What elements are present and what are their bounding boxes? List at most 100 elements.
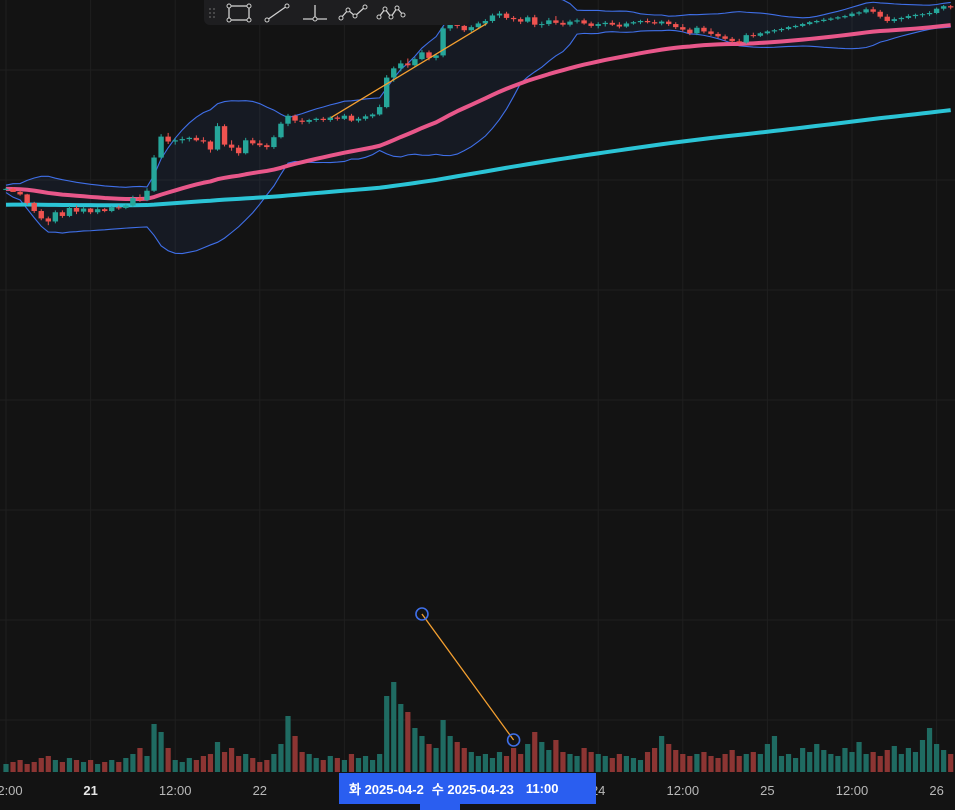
candle-body [426, 52, 432, 58]
candle-body [898, 17, 905, 20]
candle-body [151, 157, 157, 191]
candle-body [842, 16, 848, 18]
candle-body [884, 16, 890, 21]
candle-body [419, 52, 425, 60]
volume-bar [652, 748, 658, 772]
volume-bar [80, 762, 87, 772]
candle-body [299, 120, 305, 122]
volume-bar [236, 756, 242, 772]
volume-bar [334, 758, 340, 772]
candle-body [186, 137, 192, 140]
candle-body [503, 13, 510, 18]
volume-bar [102, 762, 108, 772]
horizontal-ray-tool-icon[interactable] [296, 0, 334, 25]
volume-bar [814, 744, 820, 772]
candle-body [193, 137, 200, 141]
candle-body [609, 22, 615, 25]
candle-body [687, 29, 693, 34]
volume-bar [764, 744, 770, 772]
candle-body [73, 207, 80, 212]
candle-body [525, 17, 531, 22]
volume-bar [750, 752, 756, 772]
pattern-tool-icon[interactable] [372, 0, 410, 25]
candle-body [870, 9, 876, 12]
volume-bar [623, 756, 629, 772]
candle-body [45, 218, 51, 222]
candle-body [828, 18, 834, 20]
candle-body [602, 22, 608, 25]
candle-body [123, 205, 129, 208]
volume-bar [285, 716, 291, 772]
grip-icon[interactable] [204, 0, 220, 25]
time-axis-label: 12:00 [835, 783, 869, 798]
volume-bar [299, 752, 305, 772]
candle-body [271, 137, 277, 148]
candle-body [764, 31, 771, 34]
candle-body [581, 20, 587, 24]
candle-body [320, 118, 326, 121]
candle-body [17, 191, 23, 195]
volume-bar [912, 752, 919, 772]
path-tool-icon[interactable] [334, 0, 372, 25]
candle-body [10, 188, 16, 192]
volume-bar [426, 744, 432, 772]
candle-body [757, 33, 764, 36]
volume-bar [701, 752, 707, 772]
candle-body [214, 126, 221, 150]
candle-body [59, 212, 66, 216]
time-axis-label: 21 [83, 783, 98, 798]
candle-body [814, 20, 820, 23]
candle-body [207, 141, 214, 150]
candle-body [877, 11, 883, 17]
volume-bar [412, 728, 418, 772]
candle-body [278, 123, 284, 138]
bollinger-lower-line [5, 26, 951, 255]
trendline-handle[interactable] [506, 733, 521, 747]
volume-bar [870, 752, 876, 772]
volume-bar [391, 682, 397, 772]
candle-body [468, 27, 474, 31]
candle-body [327, 117, 333, 121]
time-axis-label: 2:00 [0, 783, 23, 798]
volume-bar [948, 754, 954, 772]
volume-bar [941, 750, 947, 772]
candle-body [933, 8, 940, 13]
time-axis-label: 25 [760, 783, 775, 798]
candle-body [24, 194, 30, 204]
volume-bar [257, 762, 263, 772]
candle-body [807, 22, 813, 25]
volume-bar [341, 760, 347, 772]
candle-body [412, 59, 418, 66]
volume-trendline-drawing[interactable] [421, 613, 515, 741]
volume-bar [659, 736, 665, 772]
candle-body [912, 14, 919, 17]
volume-bar [172, 760, 178, 772]
moving-average-short-line [5, 23, 951, 202]
candle-body [144, 190, 150, 200]
volume-bar [38, 758, 44, 772]
volume-bar [433, 748, 439, 772]
candle-body [3, 188, 9, 190]
candle-body [567, 21, 573, 25]
trendline-drawing[interactable] [330, 22, 488, 119]
volume-bar [10, 762, 16, 772]
candle-body [666, 21, 672, 25]
volume-bar [59, 762, 65, 772]
candle-body [658, 21, 665, 24]
candle-body [799, 24, 806, 26]
volume-bar [454, 742, 460, 772]
volume-bar [95, 764, 101, 772]
trendline-tool-icon[interactable] [258, 0, 296, 25]
trendline-handle[interactable] [415, 607, 429, 621]
volume-bar [496, 752, 503, 772]
candle-body [130, 198, 136, 206]
candle-body [792, 25, 799, 28]
volume-bar [109, 760, 115, 772]
volume-bar [905, 748, 911, 772]
volume-bar [320, 760, 326, 772]
candle-body [243, 140, 249, 154]
time-axis-label: 22 [252, 783, 268, 798]
legend [0, 0, 4, 7]
rectangle-tool-icon[interactable] [220, 0, 258, 25]
